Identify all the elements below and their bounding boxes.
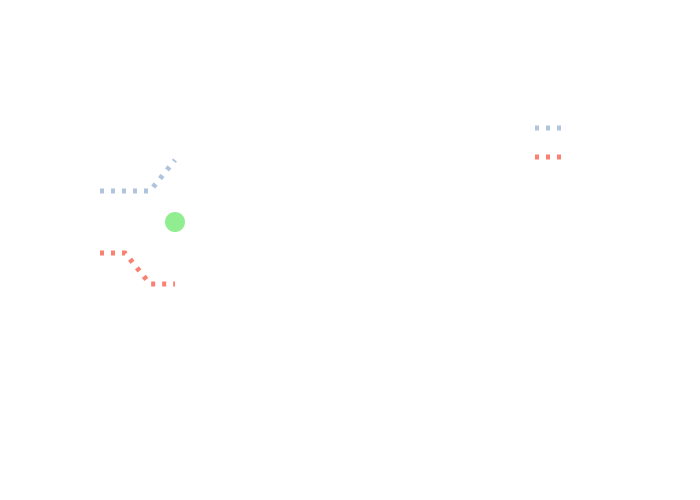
line	[100, 250, 175, 287]
line	[100, 158, 177, 194]
marker	[165, 212, 185, 232]
